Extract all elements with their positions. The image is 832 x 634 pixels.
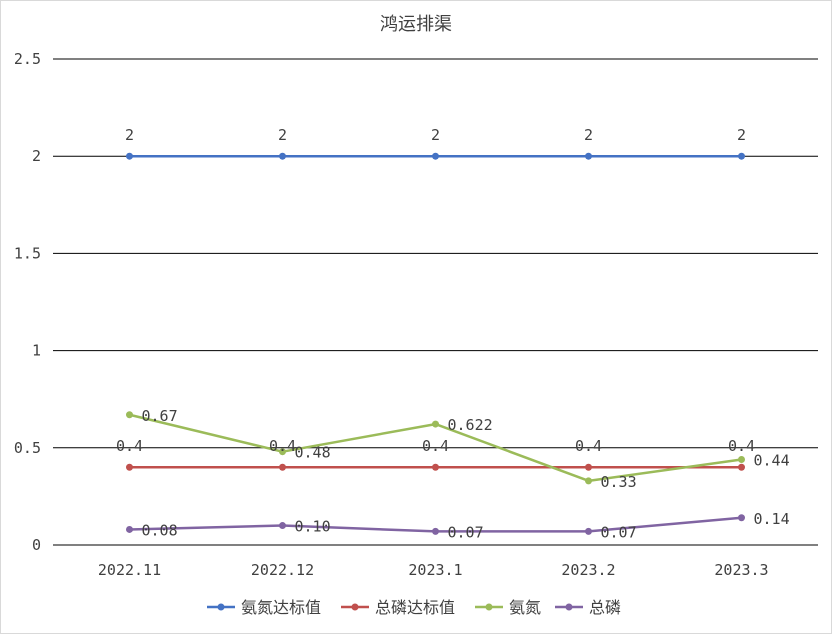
legend: 氨氮达标值 总磷达标值 氨氮 总磷 <box>207 598 621 617</box>
data-label: 0.4 <box>116 437 143 455</box>
data-point <box>432 463 439 471</box>
y-tick-label: 1.5 <box>14 244 41 262</box>
x-tick-label: 2023.1 <box>408 561 462 579</box>
legend-marker <box>565 603 573 611</box>
data-point <box>738 463 745 471</box>
data-label: 0.08 <box>142 521 178 539</box>
data-point <box>432 152 439 160</box>
data-point <box>126 152 133 160</box>
data-point <box>738 455 745 463</box>
x-tick-label: 2022.12 <box>251 561 314 579</box>
legend-label: 氨氮 <box>509 598 541 617</box>
data-label: 0.67 <box>142 407 178 425</box>
data-point <box>279 522 286 530</box>
data-label: 2 <box>125 126 134 144</box>
x-tick-label: 2022.11 <box>98 561 161 579</box>
data-label: 2 <box>584 126 593 144</box>
data-label: 0.10 <box>295 518 331 536</box>
legend-label: 总磷达标值 <box>375 598 455 617</box>
x-tick-label: 2023.2 <box>561 561 615 579</box>
legend-marker <box>217 603 225 611</box>
chart-title: 鸿运排渠 <box>380 14 452 35</box>
data-point <box>279 448 286 456</box>
legend-item-2: 总磷达标值 <box>341 598 455 617</box>
legend-marker <box>485 603 493 611</box>
data-point <box>126 525 133 533</box>
data-label: 0.4 <box>728 437 755 455</box>
data-point <box>585 477 592 485</box>
data-point <box>738 152 745 160</box>
y-tick-label: 0.5 <box>14 439 41 457</box>
y-tick-label: 2 <box>32 147 41 165</box>
x-tick-label: 2023.3 <box>714 561 768 579</box>
data-point <box>126 411 133 419</box>
legend-marker <box>351 603 359 611</box>
data-point <box>432 420 439 428</box>
data-label: 0.4 <box>422 437 449 455</box>
data-label: 2 <box>278 126 287 144</box>
legend-label: 总磷 <box>589 598 621 617</box>
data-point <box>432 527 439 535</box>
legend-item-1: 氨氮达标值 <box>207 598 321 617</box>
data-point <box>585 463 592 471</box>
data-label: 0.48 <box>295 444 331 462</box>
data-point <box>738 514 745 522</box>
data-label: 2 <box>431 126 440 144</box>
data-point <box>126 463 133 471</box>
data-point <box>279 152 286 160</box>
data-label: 0.44 <box>754 451 790 469</box>
data-label: 0.622 <box>448 416 493 434</box>
data-label: 0.4 <box>269 437 296 455</box>
y-tick-label: 1 <box>32 342 41 360</box>
data-label: 0.07 <box>448 523 484 541</box>
data-label: 2 <box>737 126 746 144</box>
legend-label: 氨氮达标值 <box>241 598 321 617</box>
legend-item-4: 总磷 <box>555 598 621 617</box>
y-tick-label: 0 <box>32 536 41 554</box>
data-point <box>585 152 592 160</box>
legend-item-3: 氨氮 <box>475 598 541 617</box>
data-point <box>585 527 592 535</box>
data-label: 0.14 <box>754 510 790 528</box>
data-point <box>279 463 286 471</box>
data-label: 0.07 <box>601 523 637 541</box>
data-label: 0.33 <box>601 473 637 491</box>
y-tick-label: 2.5 <box>14 50 41 68</box>
data-label: 0.4 <box>575 437 602 455</box>
